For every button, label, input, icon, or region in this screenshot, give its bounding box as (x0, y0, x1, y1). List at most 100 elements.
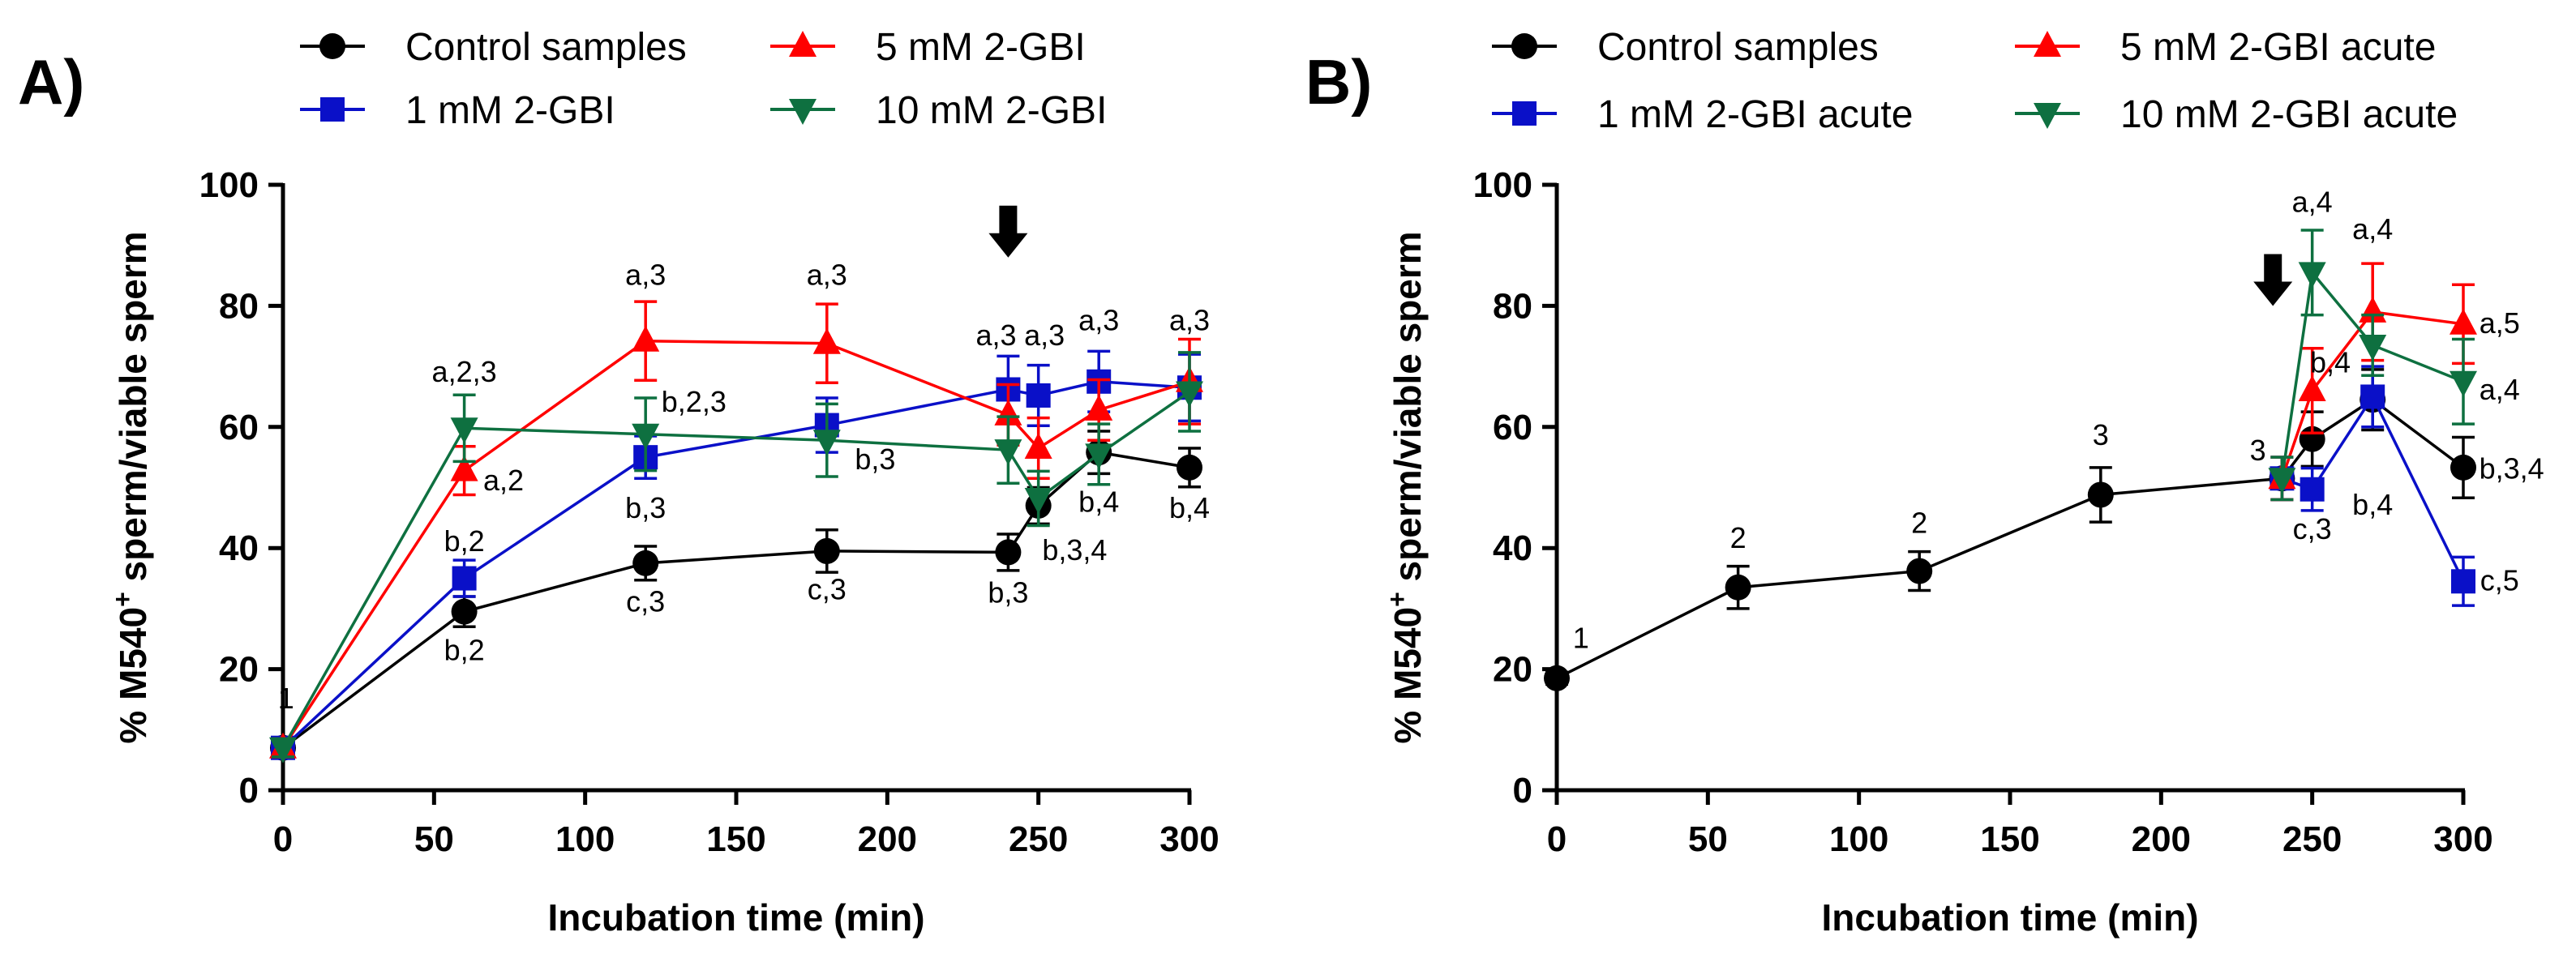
panel-b-series-control-samples (1544, 368, 2476, 691)
panel-a-x-tick-label: 250 (1009, 819, 1068, 859)
panel-b-y-tick-label: 100 (1473, 165, 1532, 205)
panel-a-point-5-mm-2-gbi (1024, 432, 1052, 459)
panel-a-y-axis-title: % M540+ sperm/viable sperm (108, 231, 154, 743)
panel-b-legend-marker-5-mm-2-gbi-acute (2034, 31, 2061, 57)
panel-a-y-tick-label: 60 (219, 408, 259, 447)
panel-a-point-control-samples (451, 598, 478, 625)
panel-b-annotation: 2 (1911, 507, 1927, 540)
panel-b-letter: B) (1305, 46, 1372, 118)
panel-a: A) Control samples 1 mM 2-GBI 5 mM 2-GBI 10 … (18, 26, 1219, 939)
panel-b-x-tick-label: 0 (1547, 819, 1567, 859)
panel-b-y-axis-title-main: % M540 (1387, 607, 1429, 744)
panel-a-point-10-mm-2-gbi (450, 417, 478, 444)
panel-a-series-10-mm-2-gbi (269, 351, 1203, 763)
panel-b-point-5-mm-2-gbi-acute (2450, 308, 2477, 335)
panel-b-y-tick-label: 20 (1493, 650, 1532, 690)
panel-a-point-5-mm-2-gbi (1085, 394, 1113, 421)
panel-b-annotation: a,4 (2352, 212, 2393, 246)
panel-a-y-tick-label: 20 (219, 650, 259, 690)
panel-a-point-10-mm-2-gbi (1176, 381, 1203, 408)
panel-a-annotation: b,2,3 (662, 385, 727, 418)
panel-a-x-tick-label: 0 (273, 819, 293, 859)
panel-b-x-axis-title: Incubation time (min) (1821, 896, 2198, 939)
panel-a-annotation: b,3 (855, 443, 895, 476)
panel-a-annotation: b,4 (1169, 491, 1210, 524)
panel-b-line-5-mm-2-gbi-acute (2280, 310, 2464, 479)
panel-b-annotation: a,4 (2480, 373, 2520, 406)
panel-b-legend-marker-control-samples (1511, 33, 1537, 59)
panel-b-x-tick-label: 50 (1688, 819, 1728, 859)
panel-a-point-10-mm-2-gbi (632, 423, 660, 450)
panel-b-point-10-mm-2-gbi-acute (2268, 468, 2296, 494)
panel-a-x-tick-label: 150 (706, 819, 765, 859)
panel-a-point-5-mm-2-gbi (632, 325, 660, 352)
panel-a-point-control-samples (1177, 454, 1202, 481)
panel-b-point-10-mm-2-gbi-acute (2359, 334, 2387, 361)
panel-a-y-axis-title-sup: + (108, 592, 137, 607)
panel-a-y-tick-label: 40 (219, 528, 259, 568)
panel-b-y-tick-label: 80 (1493, 286, 1532, 326)
panel-b-point-control-samples (1906, 558, 1933, 584)
panel-a-x-tick-label: 200 (858, 819, 917, 859)
panel-b-x-tick-label: 250 (2282, 819, 2342, 859)
panel-b-y-axis-title-rest: sperm/viable sperm (1387, 231, 1429, 592)
panel-b-line-1-mm-2-gbi-acute (2281, 393, 2465, 583)
panel-a-point-5-mm-2-gbi (450, 455, 478, 481)
panel-a-point-1-mm-2-gbi (452, 566, 477, 591)
panel-b-annotation: c,5 (2480, 563, 2519, 597)
panel-b-series-10-mm-2-gbi-acute (2268, 229, 2477, 502)
panel-a-x-tick-label: 100 (555, 819, 615, 859)
panel-a-point-10-mm-2-gbi (812, 430, 841, 456)
panel-b-point-10-mm-2-gbi-acute (2298, 262, 2326, 289)
panel-a-point-10-mm-2-gbi (994, 439, 1022, 466)
panel-b-legend-marker-10-mm-2-gbi-acute (2034, 103, 2061, 129)
panel-b-y-tick-label: 60 (1493, 408, 1532, 447)
panel-a-letter: A) (18, 46, 84, 118)
panel-a-legend-label-1-mm-2-gbi: 1 mM 2-GBI (405, 89, 615, 132)
panel-a-legend-label-5-mm-2-gbi: 5 mM 2-GBI (876, 26, 1086, 69)
panel-a-point-10-mm-2-gbi (1085, 443, 1113, 470)
panel-b-point-control-samples (2087, 481, 2114, 508)
panel-b-point-5-mm-2-gbi-acute (2298, 374, 2326, 401)
panel-b-annotation: b,4 (2352, 488, 2393, 521)
panel-a-annotation: b,2 (444, 633, 485, 666)
panel-a-y-tick-label: 80 (219, 286, 259, 326)
panel-b-x-tick-label: 100 (1829, 819, 1888, 859)
panel-a-annotation: b,3 (988, 575, 1028, 609)
panel-b-legend-label-5-mm-2-gbi-acute: 5 mM 2-GBI acute (2120, 26, 2436, 69)
panel-a-x-axis-title: Incubation time (min) (547, 896, 924, 939)
panel-a-legend-label-10-mm-2-gbi: 10 mM 2-GBI (876, 89, 1107, 132)
panel-a-annotation: a,3 (1169, 303, 1210, 336)
panel-b-point-1-mm-2-gbi-acute (2300, 477, 2325, 502)
panel-b-point-control-samples (1725, 574, 1751, 601)
panel-b-point-1-mm-2-gbi-acute (2360, 384, 2385, 409)
panel-b-x-tick-label: 200 (2132, 819, 2191, 859)
panel-a-legend-marker-1-mm-2-gbi (320, 97, 345, 122)
panel-a-annotation: a,2,3 (432, 355, 497, 388)
panel-a-annotation: 1 (278, 682, 294, 715)
panel-b-y-axis-title-sup: + (1382, 592, 1412, 607)
panel-b-arrow-icon (2253, 254, 2293, 306)
panel-b-y-axis-title: % M540+ sperm/viable sperm (1382, 231, 1429, 743)
panel-b-y-tick-label: 0 (1513, 771, 1532, 810)
panel-b-x-tick-label: 150 (1980, 819, 2039, 859)
panel-a-annotation: a,3 (975, 319, 1016, 352)
panel-a-annotation: a,3 (1078, 303, 1119, 336)
panel-a-point-control-samples (632, 550, 659, 576)
panel-b-annotation: b,4 (2310, 346, 2351, 379)
panel-b: B) Control samples 1 mM 2-GBI acute 5 mM 2-… (1305, 26, 2544, 939)
panel-a-annotation: b,4 (1078, 485, 1119, 518)
panel-a-y-tick-label: 0 (239, 771, 259, 810)
panel-b-line-10-mm-2-gbi-acute (2280, 269, 2464, 479)
panel-b-annotation: 3 (2093, 418, 2109, 451)
panel-a-annotation: c,3 (626, 585, 665, 618)
panel-b-legend-label-control-samples: Control samples (1597, 26, 1879, 69)
panel-b-y-tick-label: 40 (1493, 528, 1532, 568)
panel-a-y-axis-title-rest: sperm/viable sperm (112, 231, 154, 592)
panel-b-point-10-mm-2-gbi-acute (2450, 370, 2477, 397)
panel-b-legend-label-1-mm-2-gbi-acute: 1 mM 2-GBI acute (1597, 93, 1913, 136)
panel-a-annotation: a,2 (483, 464, 524, 497)
panel-a-annotation: c,3 (808, 573, 847, 606)
panel-a-point-10-mm-2-gbi (269, 737, 297, 763)
